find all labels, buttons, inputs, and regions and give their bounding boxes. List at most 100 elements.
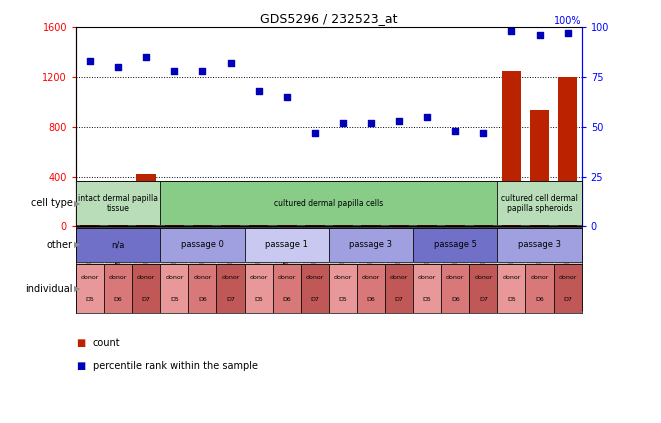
Text: GSM1090237: GSM1090237 xyxy=(227,231,233,275)
Text: donor: donor xyxy=(530,275,549,280)
Bar xyxy=(277,220,297,226)
Text: donor: donor xyxy=(474,275,492,280)
Point xyxy=(113,64,124,71)
Bar xyxy=(554,264,582,313)
Bar xyxy=(389,223,409,226)
Text: cultured dermal papilla cells: cultured dermal papilla cells xyxy=(274,199,383,208)
Text: D5: D5 xyxy=(507,297,516,302)
Text: other: other xyxy=(47,240,73,250)
Text: GSM1090249: GSM1090249 xyxy=(564,231,570,275)
Text: count: count xyxy=(93,338,120,348)
Bar xyxy=(497,264,525,313)
Text: donor: donor xyxy=(249,275,268,280)
Text: 100%: 100% xyxy=(554,16,582,25)
Point xyxy=(309,129,320,136)
Bar xyxy=(333,223,353,226)
Text: intact dermal papilla
tissue: intact dermal papilla tissue xyxy=(78,194,158,213)
Text: donor: donor xyxy=(278,275,296,280)
Text: GSM1090241: GSM1090241 xyxy=(340,231,346,275)
Bar xyxy=(525,264,554,313)
Text: ▶: ▶ xyxy=(74,240,81,250)
Bar xyxy=(329,228,413,262)
Text: donor: donor xyxy=(390,275,408,280)
Bar xyxy=(497,228,582,262)
Text: D7: D7 xyxy=(479,297,488,302)
Text: donor: donor xyxy=(109,275,128,280)
Text: cultured cell dermal
papilla spheroids: cultured cell dermal papilla spheroids xyxy=(501,194,578,213)
Point xyxy=(169,68,180,74)
Text: D5: D5 xyxy=(338,297,347,302)
Bar xyxy=(446,224,465,226)
Bar xyxy=(273,264,301,313)
Text: ■: ■ xyxy=(76,361,85,371)
Bar xyxy=(301,264,329,313)
Text: D5: D5 xyxy=(423,297,432,302)
Bar xyxy=(305,222,325,226)
Bar xyxy=(76,228,160,262)
Point xyxy=(534,32,545,39)
Text: percentile rank within the sample: percentile rank within the sample xyxy=(93,361,258,371)
Bar xyxy=(217,264,245,313)
Point xyxy=(506,28,517,35)
Text: GSM1090236: GSM1090236 xyxy=(200,231,206,275)
Text: donor: donor xyxy=(193,275,212,280)
Bar xyxy=(558,77,578,226)
Text: GSM1090239: GSM1090239 xyxy=(284,231,290,275)
Text: GSM1090240: GSM1090240 xyxy=(312,231,318,276)
Point xyxy=(338,120,348,126)
Text: D7: D7 xyxy=(142,297,151,302)
Bar xyxy=(417,220,437,226)
Text: donor: donor xyxy=(305,275,324,280)
Text: ■: ■ xyxy=(76,338,85,348)
Text: donor: donor xyxy=(446,275,465,280)
Text: GSM1090233: GSM1090233 xyxy=(115,231,121,275)
Text: GSM1090245: GSM1090245 xyxy=(452,231,458,276)
Bar xyxy=(245,264,272,313)
Point xyxy=(197,68,208,74)
Bar xyxy=(357,264,385,313)
Bar xyxy=(249,219,268,226)
Text: n/a: n/a xyxy=(112,240,125,250)
Point xyxy=(450,127,461,134)
Text: D7: D7 xyxy=(311,297,319,302)
Text: ▶: ▶ xyxy=(74,199,81,208)
Bar xyxy=(108,188,128,226)
Text: donor: donor xyxy=(137,275,155,280)
Bar xyxy=(160,181,497,225)
Bar xyxy=(361,224,381,226)
Text: donor: donor xyxy=(334,275,352,280)
Bar xyxy=(132,264,160,313)
Bar xyxy=(329,264,357,313)
Point xyxy=(422,113,432,120)
Text: passage 3: passage 3 xyxy=(350,240,393,250)
Bar xyxy=(188,264,217,313)
Bar xyxy=(104,264,132,313)
Text: ▶: ▶ xyxy=(74,284,81,293)
Text: GSM1090238: GSM1090238 xyxy=(256,231,262,275)
Bar xyxy=(192,192,212,226)
Bar xyxy=(76,264,104,313)
Bar xyxy=(469,264,497,313)
Text: D6: D6 xyxy=(114,297,122,302)
Bar xyxy=(165,191,184,226)
Text: passage 3: passage 3 xyxy=(518,240,561,250)
Text: donor: donor xyxy=(418,275,436,280)
Bar xyxy=(502,71,522,226)
Text: individual: individual xyxy=(25,284,73,294)
Bar xyxy=(529,110,549,226)
Text: donor: donor xyxy=(559,275,577,280)
Text: D5: D5 xyxy=(170,297,178,302)
Text: GSM1090235: GSM1090235 xyxy=(171,231,177,275)
Point xyxy=(478,129,488,136)
Text: donor: donor xyxy=(502,275,521,280)
Text: D6: D6 xyxy=(198,297,207,302)
Bar xyxy=(497,181,582,225)
Text: GSM1090248: GSM1090248 xyxy=(537,231,543,276)
Bar xyxy=(76,181,160,225)
Bar xyxy=(160,264,188,313)
Bar xyxy=(413,264,442,313)
Bar xyxy=(221,184,241,226)
Point xyxy=(563,30,573,37)
Bar xyxy=(160,228,245,262)
Bar xyxy=(442,264,469,313)
